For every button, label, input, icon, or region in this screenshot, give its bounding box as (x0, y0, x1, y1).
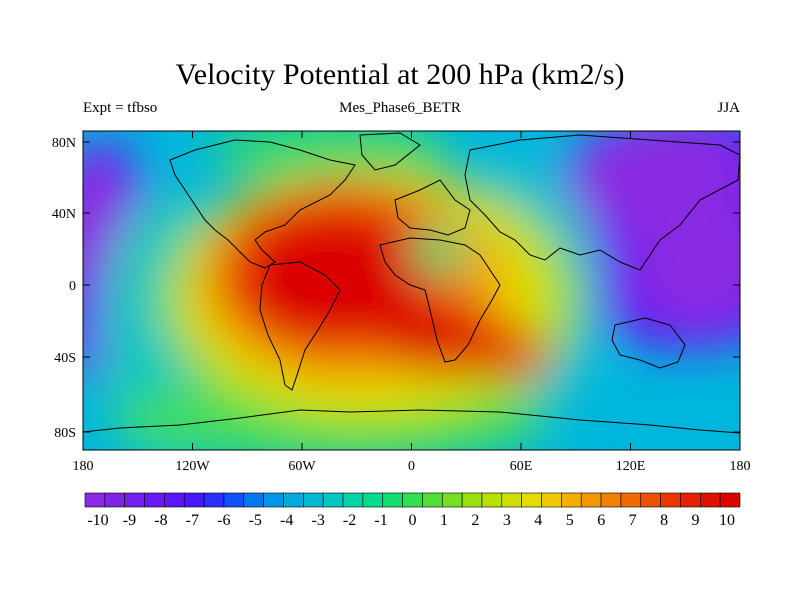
colorbar-label: 7 (629, 512, 637, 529)
colorbar-swatch (283, 492, 304, 508)
colorbar-swatch (481, 492, 503, 508)
colorbar-label: 8 (660, 512, 668, 529)
colorbar-swatch (422, 492, 443, 508)
colorbar-label: -3 (311, 512, 324, 529)
colorbar-swatch (243, 492, 264, 508)
colorbar-swatch (164, 492, 185, 508)
colorbar-swatch (461, 492, 483, 508)
x-tick-label: 180 (730, 459, 751, 474)
x-tick-label: 0 (408, 459, 415, 474)
north-america-coast (169, 139, 356, 269)
colorbar-label: -5 (249, 512, 262, 529)
colorbar-label: 10 (719, 512, 735, 529)
colorbar-swatch (144, 492, 165, 508)
experiment-label: Expt = tfbso (83, 100, 158, 116)
south-america-coast (259, 261, 341, 391)
colorbar-label: 2 (471, 512, 479, 529)
colorbar-swatch (700, 492, 721, 508)
europe-coast (394, 179, 471, 236)
colorbar-swatch (600, 492, 622, 508)
colorbar-label: -10 (87, 512, 108, 529)
colorbar-swatch (620, 492, 642, 508)
colorbar-swatch (84, 492, 106, 508)
colorbar-label: -7 (186, 512, 199, 529)
colorbar-label: 0 (409, 512, 417, 529)
y-tick-label: 80N (52, 136, 76, 151)
colorbar-swatch (124, 492, 145, 508)
y-tick-label: 80S (54, 426, 76, 441)
colorbar-label: -1 (374, 512, 387, 529)
colorbar-swatch (441, 492, 463, 508)
colorbar-swatch (263, 492, 284, 508)
colorbar-swatch (501, 492, 522, 508)
colorbar-label: -2 (343, 512, 356, 529)
antarctica-coast (83, 409, 740, 434)
colorbar-swatch (303, 492, 324, 508)
colorbar-swatch (382, 492, 403, 508)
australia-coast (611, 317, 686, 369)
run-name-label: Mes_Phase6_BETR (339, 100, 461, 116)
x-tick-label: 60E (510, 459, 533, 474)
colorbar-swatch (541, 492, 562, 508)
colorbar-label: 9 (692, 512, 700, 529)
x-tick-label: 180 (73, 459, 94, 474)
asia-coast (464, 134, 740, 271)
colorbar-swatch (223, 492, 245, 508)
colorbar-label: 4 (534, 512, 542, 529)
colorbar-label: 6 (597, 512, 605, 529)
map-title: Velocity Potential at 200 hPa (km2/s) (175, 58, 625, 91)
colorbar-label: -8 (154, 512, 167, 529)
colorbar-swatch (183, 492, 205, 508)
colorbar-swatch (402, 492, 423, 508)
x-tick-label: 120E (616, 459, 646, 474)
colorbar-swatch (104, 492, 125, 508)
colorbar-label: -6 (217, 512, 230, 529)
colorbar-label: 1 (440, 512, 448, 529)
coastlines (83, 132, 740, 434)
colorbar-swatch (342, 492, 364, 508)
x-tick-label: 60W (288, 459, 316, 474)
colorbar-swatch (580, 492, 602, 508)
colorbar: -10 -9 -8 -7 -6 -5 -4 -3 -2 -1 0 1 2 3 4 5 6 7 8 9 10 (84, 492, 741, 529)
africa-coast (379, 237, 501, 363)
colorbar-swatch (640, 492, 661, 508)
y-axis: 80N 40N 0 40S 80S (52, 136, 740, 441)
x-axis: 180 120W 60W 0 60E 120E 180 (73, 131, 751, 474)
colorbar-label: -4 (280, 512, 293, 529)
colorbar-swatch (719, 492, 741, 508)
colorbar-label: 5 (566, 512, 574, 529)
colorbar-swatch (680, 492, 701, 508)
y-tick-label: 0 (69, 279, 76, 294)
y-tick-label: 40S (54, 351, 76, 366)
colorbar-swatch (561, 492, 582, 508)
colorbar-swatch (362, 492, 384, 508)
greenland-coast (359, 132, 421, 171)
colorbar-swatch (203, 492, 225, 508)
y-tick-label: 40N (52, 207, 76, 222)
colorbar-swatch (660, 492, 681, 508)
colorbar-swatch (322, 492, 344, 508)
colorbar-label: -9 (123, 512, 136, 529)
colorbar-swatch (521, 492, 542, 508)
contour-field (83, 131, 740, 450)
season-label: JJA (717, 100, 740, 116)
colorbar-label: 3 (503, 512, 511, 529)
x-tick-label: 120W (175, 459, 210, 474)
